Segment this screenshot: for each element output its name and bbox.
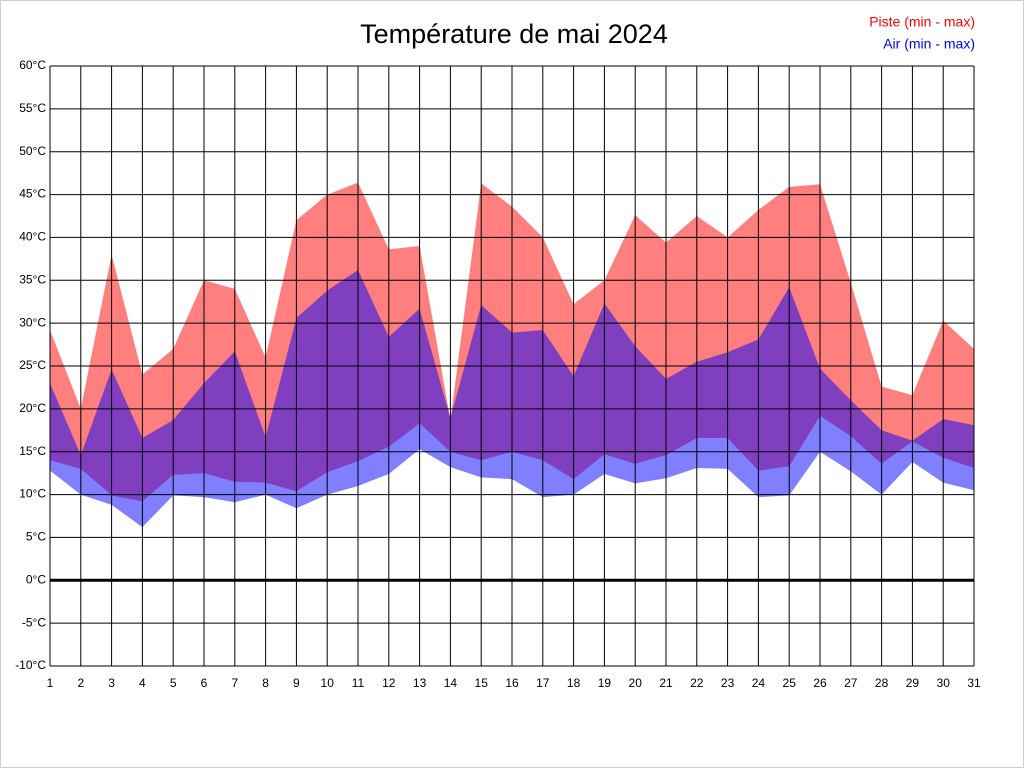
x-tick-label: 22 (690, 676, 704, 690)
x-tick-label: 13 (413, 676, 427, 690)
x-tick-label: 31 (967, 676, 981, 690)
y-tick-label: 60°C (19, 58, 46, 72)
x-tick-label: 15 (475, 676, 489, 690)
x-tick-label: 26 (813, 676, 827, 690)
y-tick-label: 35°C (19, 272, 46, 286)
x-tick-label: 1 (47, 676, 54, 690)
y-tick-label: 30°C (19, 315, 46, 329)
x-tick-label: 24 (752, 676, 766, 690)
y-tick-label: 10°C (19, 487, 46, 501)
y-tick-label: 50°C (19, 144, 46, 158)
legend-entry: Piste (min - max) (869, 14, 975, 30)
x-tick-label: 21 (659, 676, 673, 690)
x-tick-label: 27 (844, 676, 858, 690)
x-tick-label: 8 (262, 676, 269, 690)
y-tick-label: 55°C (19, 101, 46, 115)
y-tick-label: 0°C (26, 572, 46, 586)
x-tick-label: 6 (201, 676, 208, 690)
y-tick-label: 40°C (19, 230, 46, 244)
x-tick-label: 11 (352, 676, 365, 690)
x-tick-label: 10 (321, 676, 335, 690)
x-tick-label: 28 (875, 676, 889, 690)
legend-entry: Air (min - max) (883, 36, 975, 52)
x-tick-label: 23 (721, 676, 735, 690)
x-tick-label: 16 (505, 676, 519, 690)
x-tick-label: 18 (567, 676, 581, 690)
x-tick-label: 25 (783, 676, 797, 690)
x-tick-label: 14 (444, 676, 458, 690)
y-tick-label: 45°C (19, 187, 46, 201)
y-tick-label: 5°C (26, 530, 46, 544)
y-tick-label: -5°C (22, 615, 46, 629)
chart-title: Température de mai 2024 (360, 19, 668, 49)
x-tick-label: 7 (231, 676, 238, 690)
x-tick-label: 4 (139, 676, 146, 690)
x-tick-label: 20 (629, 676, 643, 690)
x-tick-label: 19 (598, 676, 612, 690)
x-tick-label: 12 (382, 676, 396, 690)
x-tick-label: 2 (77, 676, 84, 690)
y-tick-label: 20°C (19, 401, 46, 415)
x-tick-label: 5 (170, 676, 177, 690)
y-tick-label: 25°C (19, 358, 46, 372)
x-tick-label: 3 (108, 676, 115, 690)
x-tick-label: 17 (536, 676, 550, 690)
x-tick-label: 30 (937, 676, 951, 690)
y-tick-label: 15°C (19, 444, 46, 458)
x-tick-label: 9 (293, 676, 300, 690)
y-tick-label: -10°C (15, 658, 46, 672)
x-tick-label: 29 (906, 676, 920, 690)
